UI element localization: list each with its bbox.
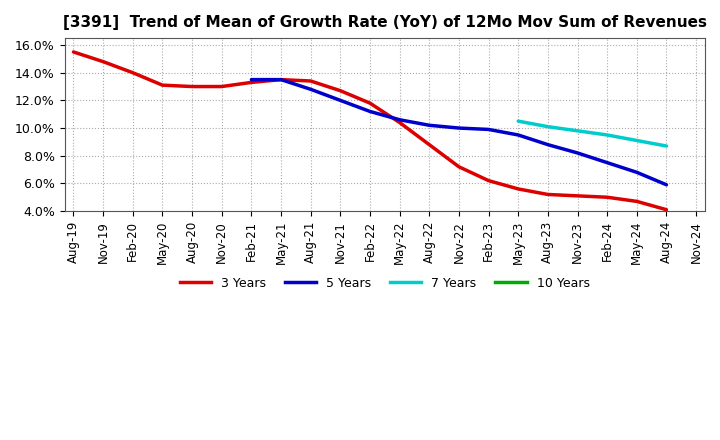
5 Years [573,150,582,156]
3 Years [306,78,315,84]
5 Years [454,125,463,131]
7 Years [573,128,582,133]
5 Years [514,132,523,138]
3 Years [544,192,552,197]
3 Years [336,88,345,93]
5 Years [366,109,374,114]
3 Years [217,84,226,89]
5 Years [276,77,285,82]
5 Years [485,127,493,132]
3 Years [69,49,78,55]
Title: [3391]  Trend of Mean of Growth Rate (YoY) of 12Mo Mov Sum of Revenues: [3391] Trend of Mean of Growth Rate (YoY… [63,15,707,30]
3 Years [454,164,463,169]
3 Years [603,194,611,200]
7 Years [514,118,523,124]
Line: 5 Years: 5 Years [251,80,667,185]
5 Years [395,117,404,122]
Legend: 3 Years, 5 Years, 7 Years, 10 Years: 3 Years, 5 Years, 7 Years, 10 Years [175,272,595,295]
Line: 7 Years: 7 Years [518,121,667,146]
7 Years [603,132,611,138]
7 Years [544,124,552,129]
3 Years [485,178,493,183]
3 Years [247,80,256,85]
3 Years [425,142,433,147]
3 Years [276,77,285,82]
5 Years [603,160,611,165]
5 Years [662,182,671,187]
3 Years [662,207,671,213]
3 Years [573,193,582,198]
3 Years [99,59,107,64]
Line: 3 Years: 3 Years [73,52,667,210]
3 Years [158,83,167,88]
5 Years [247,77,256,82]
5 Years [336,98,345,103]
3 Years [188,84,197,89]
3 Years [514,186,523,191]
3 Years [128,70,137,75]
5 Years [425,123,433,128]
7 Years [662,143,671,149]
7 Years [632,138,641,143]
5 Years [632,170,641,175]
5 Years [544,142,552,147]
5 Years [306,87,315,92]
3 Years [366,100,374,106]
3 Years [395,120,404,125]
3 Years [632,199,641,204]
